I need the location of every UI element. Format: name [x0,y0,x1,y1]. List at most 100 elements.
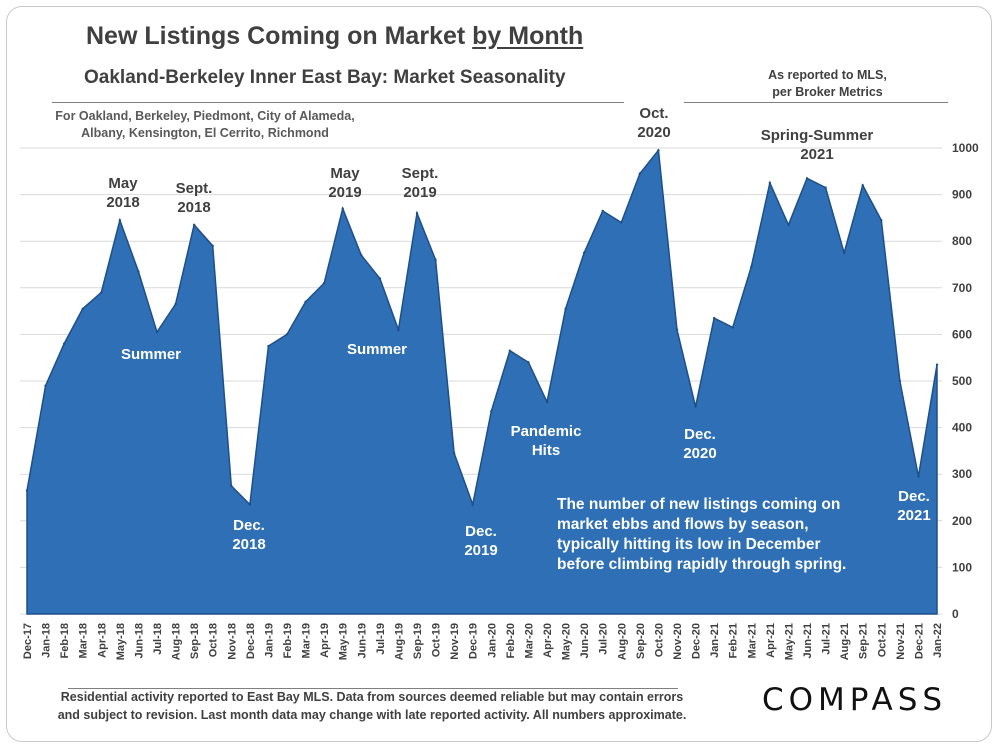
x-tick-label: Jan-21 [709,623,721,658]
x-tick-label: Jan-20 [486,623,498,658]
x-tick-label: May-20 [561,623,573,660]
data-point [824,186,827,189]
x-tick-label: Jun-18 [133,623,145,658]
data-point [768,181,772,185]
annotation-line: Hits [532,442,560,459]
x-tick-label: Sep-21 [858,623,870,659]
x-tick-label: Dec-20 [691,623,703,659]
data-point [341,207,344,210]
data-point [25,489,29,492]
annotation-line: Spring-Summer [761,127,874,144]
data-point [211,244,214,248]
annotation-line: Sept. [176,180,213,197]
y-tick-label: 700 [952,281,972,295]
data-point [582,251,586,255]
x-tick-label: Feb-18 [59,623,71,658]
data-point [842,251,846,255]
annotation-label: May 2019 [328,165,361,201]
x-tick-label: Dec-21 [913,623,925,659]
x-tick-label: Oct-21 [876,623,888,657]
x-tick-label: Jul-19 [375,623,387,655]
footnote: Residential activity reported to East Ba… [52,688,692,724]
data-point [787,223,790,227]
data-point [620,221,623,224]
data-point [137,270,140,273]
data-point [694,405,697,408]
annotation-line: 2019 [328,184,361,201]
annotation-line: Sept. [402,165,439,182]
data-point [360,253,363,257]
annotation-line: Dec. [684,426,716,443]
callout-line: typically hitting its low in December [557,536,821,553]
cities-line-2: Albany, Kensington, El Cerrito, Richmond [81,126,329,140]
mls-line-2: per Broker Metrics [772,85,883,99]
annotation-label: Summer [121,346,181,363]
x-tick-label: Oct-18 [208,623,220,657]
callout-line: before climbing rapidly through spring. [557,556,846,573]
annotation-label: Dec. 2019 [464,523,497,559]
data-point [657,149,660,152]
y-tick-label: 100 [952,560,972,574]
x-tick-label: Jul-20 [598,623,610,655]
data-point [712,316,716,320]
x-tick-label: Apr-21 [765,623,777,658]
data-point [935,363,939,366]
footer-rule [68,688,678,689]
y-tick-label: 0 [952,607,959,621]
data-point [471,503,474,506]
annotation-line: May [330,165,360,182]
y-tick-label: 1000 [952,141,979,155]
x-tick-label: Mar-18 [78,623,90,658]
x-tick-label: Dec-19 [468,623,480,659]
x-tick-label: Mar-20 [523,623,535,658]
mls-line-1: As reported to MLS, [768,68,887,82]
annotation-label: Sept. 2018 [176,180,213,216]
y-tick-label: 200 [952,514,972,528]
data-point [750,265,753,269]
y-tick-label: 500 [952,374,972,388]
annotation-line: 2018 [232,536,265,553]
annotation-line: 2020 [683,445,716,462]
annotation-line: Summer [347,341,407,358]
x-tick-label: Jun-19 [356,623,368,658]
x-tick-label: Feb-21 [728,623,740,658]
subtitle-rule-left [52,102,624,103]
y-tick-label: 900 [952,188,972,202]
footnote-line-1: Residential activity reported to East Ba… [60,690,684,704]
annotation-line: 2018 [177,199,210,216]
x-tick-label: Oct-20 [653,623,665,657]
title-underlined: by Month [472,22,584,50]
x-tick-label: Aug-20 [616,623,628,660]
callout-text: The number of new listings coming on mark… [557,496,846,573]
x-tick-label: Apr-19 [319,623,331,658]
x-tick-label: Nov-21 [895,623,907,660]
x-tick-label: Aug-18 [171,623,183,660]
annotation-label: Dec. 2021 [897,488,930,524]
data-point [155,330,159,334]
annotation-label: May 2018 [106,175,139,211]
x-tick-label: Jan-19 [263,623,275,658]
data-point [490,410,493,413]
annotation-line: Pandemic [511,423,582,440]
data-point [62,342,66,345]
footnote-line-2: and subject to revision. Last month data… [57,708,687,722]
annotation-line: 2019 [403,184,436,201]
annotation-line: 2020 [637,124,670,141]
data-point [434,258,437,262]
data-point [731,326,734,329]
annotation-line: Summer [121,346,181,363]
data-point [545,400,549,404]
data-point [601,209,604,213]
annotation-label: Spring-Summer 2021 [761,127,874,163]
data-point [564,307,567,310]
callout-line: The number of new listings coming on [557,496,840,513]
annotation-line: Dec. [465,523,497,540]
data-point [378,277,382,280]
x-tick-label: Dec-17 [22,623,34,659]
x-tick-label: Nov-19 [449,623,461,660]
y-tick-label: 400 [952,421,972,435]
data-point [898,379,902,383]
data-point [415,212,419,215]
data-point [267,344,270,348]
x-tick-label: Mar-19 [301,623,313,658]
